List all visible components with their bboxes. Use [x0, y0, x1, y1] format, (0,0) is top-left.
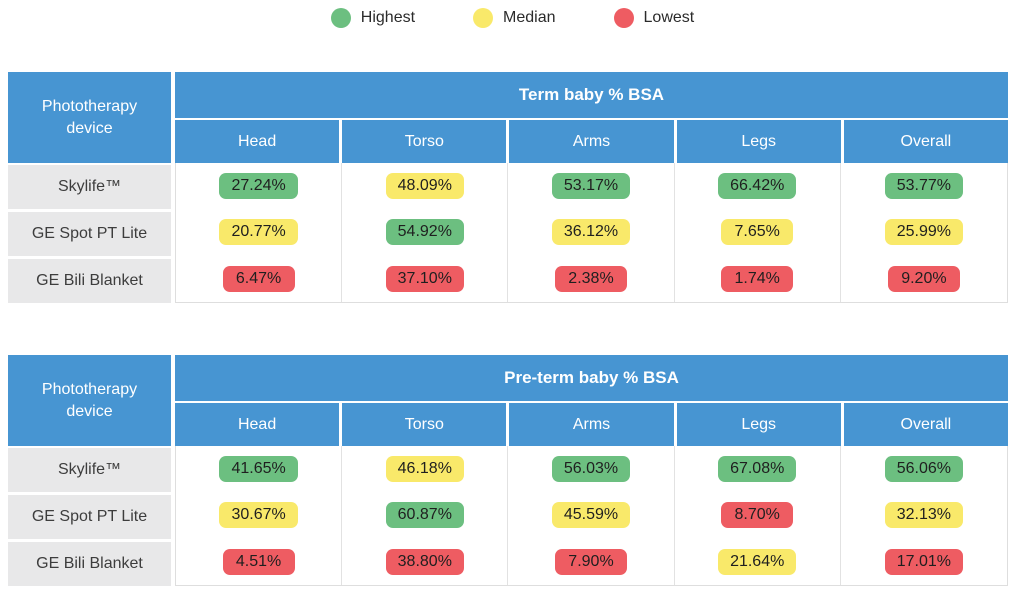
term-baby-table: Phototherapy device Term baby % BSA Head…	[8, 72, 1008, 303]
data-cell: 48.09%	[342, 163, 509, 210]
data-cell: 41.65%	[176, 446, 343, 493]
value-badge: 32.13%	[884, 502, 964, 529]
data-cell: 7.90%	[508, 538, 675, 585]
value-badge: 2.38%	[554, 265, 627, 292]
value-badge: 8.70%	[721, 502, 794, 529]
column-header-legs: Legs	[676, 403, 841, 446]
data-cell: 56.06%	[841, 446, 1007, 492]
value-badge: 37.10%	[385, 265, 464, 292]
legend-label: Highest	[360, 9, 416, 26]
term-data-grid: 27.24% 48.09% 53.17% 66.42% 53.77% 20.77…	[175, 163, 1008, 303]
device-label: GE Spot PT Lite	[8, 212, 171, 256]
preterm-table-title: Pre-term baby % BSA	[175, 355, 1008, 401]
data-cell: 54.92%	[342, 209, 509, 256]
data-cell: 38.80%	[342, 538, 509, 585]
legend-label: Median	[503, 9, 556, 26]
data-cell: 6.47%	[176, 255, 343, 302]
value-badge: 38.80%	[385, 548, 464, 575]
data-cell: 67.08%	[675, 446, 841, 493]
column-header-arms: Arms	[509, 403, 674, 446]
value-badge: 54.92%	[385, 219, 464, 246]
value-badge: 21.64%	[718, 548, 797, 575]
data-cell: 21.64%	[675, 538, 841, 585]
row-header-cell: Phototherapy device	[8, 355, 171, 446]
column-header-torso: Torso	[342, 120, 507, 163]
legend: Highest Median Lowest	[0, 0, 1025, 30]
data-cell: 30.67%	[176, 492, 343, 539]
row-header-cell: Phototherapy device	[8, 72, 171, 163]
value-badge: 6.47%	[222, 265, 295, 292]
column-header-overall: Overall	[843, 120, 1008, 163]
data-cell: 25.99%	[841, 209, 1007, 255]
value-badge: 36.12%	[551, 219, 631, 246]
data-cell: 45.59%	[508, 492, 675, 539]
column-header-head: Head	[175, 120, 340, 163]
data-cell: 8.70%	[675, 492, 841, 539]
data-cell: 46.18%	[342, 446, 509, 493]
device-label: GE Spot PT Lite	[8, 495, 171, 539]
value-badge: 46.18%	[385, 456, 464, 483]
value-badge: 60.87%	[385, 502, 464, 529]
value-badge: 67.08%	[718, 456, 797, 483]
value-badge: 9.20%	[887, 265, 960, 292]
column-header-head: Head	[175, 403, 340, 446]
data-cell: 56.03%	[508, 446, 675, 493]
value-badge: 56.06%	[884, 456, 964, 483]
value-badge: 17.01%	[884, 548, 964, 575]
column-header-row: Head Torso Arms Legs Overall	[175, 118, 1008, 163]
data-cell: 4.51%	[176, 538, 343, 585]
data-cell: 36.12%	[508, 209, 675, 256]
device-label-column: Skylife™ GE Spot PT Lite GE Bili Blanket	[8, 446, 171, 586]
legend-item-highest: Highest	[330, 8, 416, 28]
value-badge: 56.03%	[551, 456, 631, 483]
device-label-column: Skylife™ GE Spot PT Lite GE Bili Blanket	[8, 163, 171, 303]
value-badge: 25.99%	[884, 219, 964, 246]
device-label: GE Bili Blanket	[8, 259, 171, 303]
data-cell: 32.13%	[841, 492, 1007, 538]
term-table-title: Term baby % BSA	[175, 72, 1008, 118]
preterm-data-grid: 41.65% 46.18% 56.03% 67.08% 56.06% 30.67…	[175, 446, 1008, 586]
value-badge: 45.59%	[551, 502, 631, 529]
value-badge: 1.74%	[721, 265, 794, 292]
lowest-dot-icon	[613, 8, 634, 28]
legend-label: Lowest	[643, 9, 695, 26]
column-header-arms: Arms	[509, 120, 674, 163]
column-header-overall: Overall	[843, 403, 1008, 446]
value-badge: 41.65%	[219, 456, 298, 483]
column-header-torso: Torso	[342, 403, 507, 446]
data-cell: 27.24%	[176, 163, 343, 210]
column-header-legs: Legs	[676, 120, 841, 163]
data-cell: 60.87%	[342, 492, 509, 539]
value-badge: 7.65%	[721, 219, 794, 246]
data-cell: 53.17%	[508, 163, 675, 210]
value-badge: 7.90%	[554, 548, 627, 575]
data-cell: 66.42%	[675, 163, 841, 210]
data-cell: 37.10%	[342, 255, 509, 302]
data-cell: 20.77%	[176, 209, 343, 256]
device-label: Skylife™	[8, 448, 171, 492]
data-cell: 53.77%	[841, 163, 1007, 209]
data-cell: 9.20%	[841, 256, 1007, 302]
device-label: GE Bili Blanket	[8, 542, 171, 586]
value-badge: 66.42%	[718, 173, 797, 200]
data-cell: 17.01%	[841, 539, 1007, 585]
value-badge: 4.51%	[222, 548, 295, 575]
value-badge: 53.17%	[551, 173, 631, 200]
data-cell: 2.38%	[508, 255, 675, 302]
device-label: Skylife™	[8, 165, 171, 209]
median-dot-icon	[473, 8, 494, 28]
data-cell: 1.74%	[675, 255, 841, 302]
highest-dot-icon	[330, 8, 351, 28]
value-badge: 53.77%	[884, 173, 964, 200]
value-badge: 48.09%	[385, 173, 464, 200]
value-badge: 27.24%	[219, 173, 298, 200]
value-badge: 30.67%	[219, 502, 298, 529]
preterm-baby-table: Phototherapy device Pre-term baby % BSA …	[8, 355, 1008, 586]
column-header-row: Head Torso Arms Legs Overall	[175, 401, 1008, 446]
legend-item-lowest: Lowest	[613, 8, 695, 28]
data-cell: 7.65%	[675, 209, 841, 256]
value-badge: 20.77%	[219, 219, 298, 246]
legend-item-median: Median	[473, 8, 556, 28]
